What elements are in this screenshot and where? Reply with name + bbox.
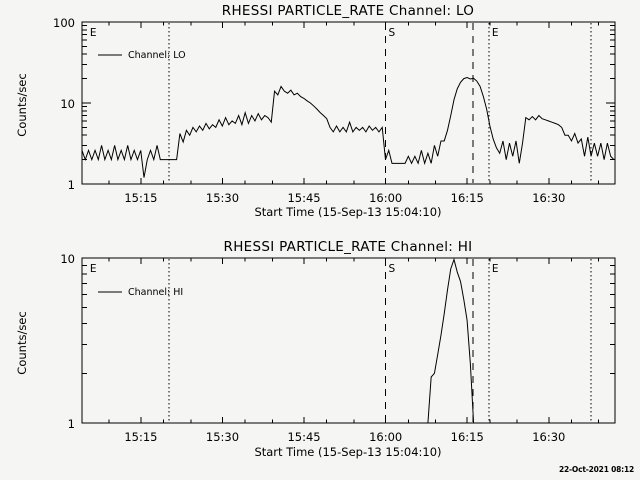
x-tick-label: 15:30 <box>206 191 239 205</box>
event-marker-label-s: S <box>388 27 395 39</box>
y-tick-label: 10 <box>60 252 75 266</box>
panel-hi: RHESSI PARTICLE_RATE Channel: HI 10 1 15:1… <box>15 239 616 459</box>
x-tick-label: 16:15 <box>451 430 484 444</box>
render-timestamp: 22-Oct-2021 08:12 <box>559 465 634 474</box>
panel-lo-yaxis-label: Counts/sec <box>15 73 29 136</box>
x-tick-label: 16:15 <box>451 191 484 205</box>
legend-label: Channel: HI <box>128 287 183 298</box>
x-tick-label: 16:30 <box>532 191 565 205</box>
event-marker-label-s: S <box>388 263 395 275</box>
panel-lo: RHESSI PARTICLE_RATE Channel: LO 1001011… <box>15 3 616 219</box>
y-tick-label: 10 <box>60 97 75 111</box>
x-tick-label: 15:45 <box>287 191 320 205</box>
panel-hi-xaxis-label: Start Time (15-Sep-13 15:04:10) <box>254 445 441 459</box>
panel-lo-reference-lines <box>168 23 592 183</box>
x-tick-label: 15:45 <box>287 430 320 444</box>
panel-hi-data-curve <box>82 257 615 424</box>
panel-hi-yaxis-label: Counts/sec <box>15 311 29 374</box>
x-tick-label: 16:30 <box>532 430 565 444</box>
x-tick-label: 15:30 <box>206 430 239 444</box>
x-tick-label: 16:00 <box>369 191 402 205</box>
panel-hi-legend: Channel: HI <box>98 287 183 298</box>
panel-lo-ticks: 100 10 1 15:15 15:30 15:45 16:00 16:15 16:30 <box>53 16 615 205</box>
panel-hi-reference-lines <box>168 259 592 422</box>
y-tick-label: 1 <box>68 178 75 192</box>
panel-lo-xaxis-label: Start Time (15-Sep-13 15:04:10) <box>254 205 441 219</box>
event-marker-label-e: E <box>492 263 499 275</box>
event-marker-label-e: E <box>492 27 499 39</box>
panel-lo-title: RHESSI PARTICLE_RATE Channel: LO <box>222 3 474 19</box>
x-tick-label: 16:00 <box>369 430 402 444</box>
x-tick-label: 15:15 <box>124 191 157 205</box>
event-marker-label-e: E <box>90 27 97 39</box>
legend-label: Channel: LO <box>128 50 186 61</box>
panel-hi-ticks: 10 1 15:15 15:30 15:45 16:00 16:15 16:30 <box>60 252 615 444</box>
panel-hi-title: RHESSI PARTICLE_RATE Channel: HI <box>224 239 473 255</box>
x-tick-label: 15:15 <box>124 430 157 444</box>
panel-lo-data-curve <box>81 77 615 178</box>
panel-lo-legend: Channel: LO <box>98 50 186 61</box>
event-marker-label-e: E <box>90 263 97 275</box>
y-tick-label: 100 <box>53 16 75 30</box>
y-tick-label: 1 <box>68 417 75 431</box>
